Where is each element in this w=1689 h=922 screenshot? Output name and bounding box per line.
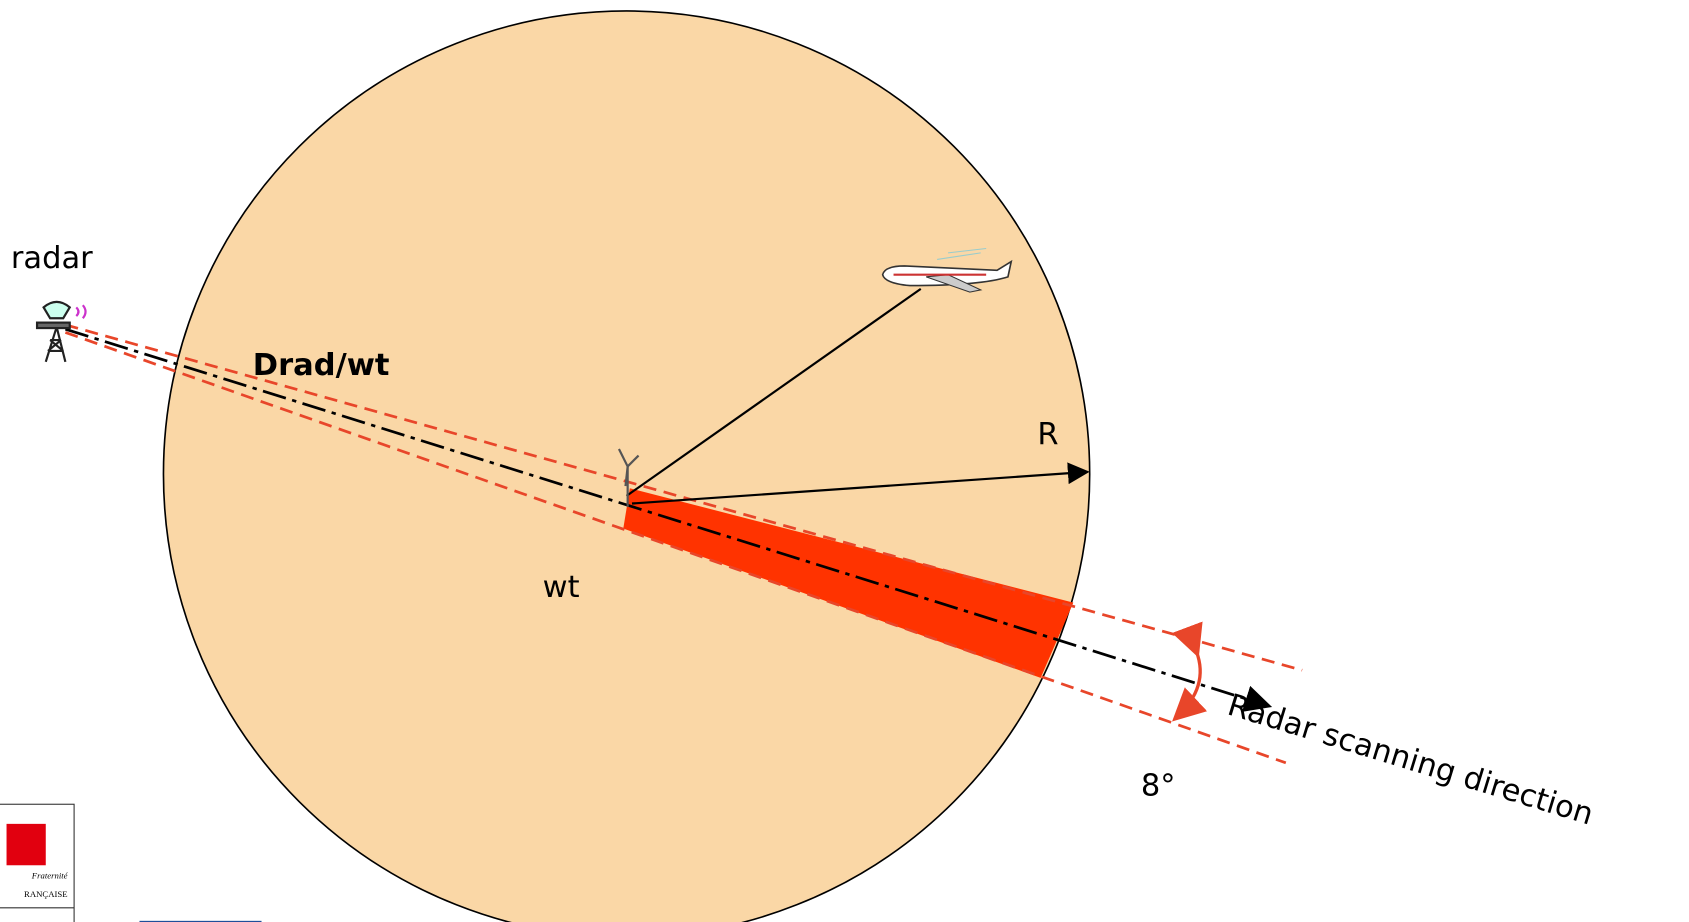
radar-label: radar: [11, 241, 93, 276]
logo-blue: [139, 920, 262, 922]
radius-arrow: [631, 462, 1090, 505]
turbine-label: wt: [543, 570, 580, 605]
angle-arc: [1171, 621, 1208, 722]
angle-label: 8°: [1141, 769, 1176, 804]
beam-upper: [65, 323, 1303, 672]
radius-label: R: [1037, 418, 1058, 453]
logo-republique: Fraternité RANÇAISE: [0, 803, 75, 922]
scan-axis: [64, 327, 1273, 712]
shadow-zone: [623, 488, 1074, 678]
beam-lower: [64, 331, 1287, 765]
airplane: [881, 247, 1013, 293]
logo-motto: Fraternité: [31, 870, 69, 880]
plane-line: [625, 287, 922, 497]
wind-turbine: [617, 448, 640, 507]
radar-tower: [35, 300, 87, 363]
distance-label: Drad/wt: [253, 348, 390, 383]
logo-country: RANÇAISE: [24, 889, 68, 899]
